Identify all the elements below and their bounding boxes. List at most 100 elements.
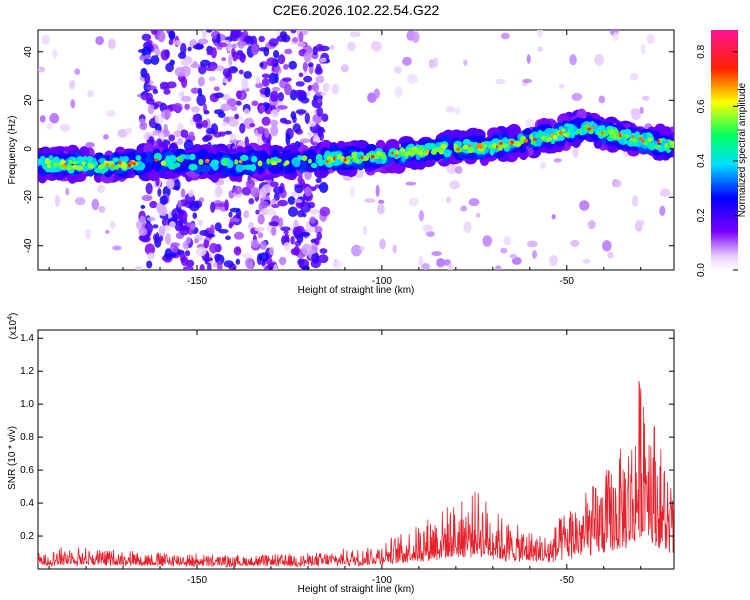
ridge-blob: [45, 160, 52, 164]
noise-blob: [157, 30, 166, 43]
noise-blob: [168, 134, 176, 142]
noise-blob: [202, 30, 207, 40]
ridge-blob: [613, 128, 619, 135]
noise-blob: [180, 60, 192, 66]
noise-blob: [166, 178, 175, 190]
noise-blob: [164, 110, 170, 121]
noise-blob: [91, 198, 100, 211]
ridge-blob: [592, 126, 596, 129]
spectrogram-panel: -150 -100 -50 -40 -20 0 20 40 Height of straigh…: [7, 29, 675, 296]
noise-blob: [309, 216, 316, 224]
noise-blob: [163, 123, 168, 134]
noise-blob: [169, 221, 176, 228]
noise-blob: [300, 201, 311, 213]
noise-blob: [270, 109, 280, 118]
ridge-blob: [391, 151, 394, 155]
noise-blob: [213, 86, 220, 92]
noise-blob: [294, 184, 304, 194]
noise-blob: [445, 105, 455, 113]
colorbar-tick-label: 0.2: [696, 208, 707, 222]
noise-blob: [193, 44, 204, 50]
noise-blob: [500, 247, 508, 254]
ridge-blob: [240, 154, 249, 161]
noise-blob: [176, 137, 184, 145]
ridge-blob: [235, 164, 244, 173]
noise-blob: [277, 91, 284, 102]
noise-blob: [179, 225, 190, 236]
noise-blob: [214, 222, 222, 232]
noise-blob: [201, 136, 210, 143]
ridge-blob: [518, 145, 527, 154]
noise-blob: [266, 57, 276, 67]
noise-blob: [251, 100, 259, 107]
noise-blob: [640, 43, 646, 55]
noise-blob: [134, 266, 142, 270]
noise-blob: [431, 251, 442, 256]
ridge-blob: [503, 143, 509, 148]
noise-blob: [145, 182, 153, 195]
noise-blob: [318, 126, 325, 132]
noise-blob: [264, 128, 270, 139]
noise-blob: [228, 54, 233, 66]
noise-blob: [311, 253, 319, 264]
noise-blob: [109, 220, 116, 230]
noise-blob: [159, 235, 164, 242]
noise-blob: [268, 221, 279, 227]
noise-blob: [188, 131, 195, 137]
noise-blob: [214, 92, 224, 99]
noise-blob: [454, 166, 463, 175]
noise-blob: [315, 177, 322, 184]
ridge-blob: [307, 158, 312, 164]
noise-blob: [225, 235, 231, 241]
noise-blob: [316, 231, 322, 241]
noise-blob: [559, 84, 565, 89]
noise-blob: [241, 186, 252, 196]
colorbar-tick-label: 0.8: [696, 44, 707, 58]
ridge-blob: [110, 164, 115, 168]
noise-blob: [287, 196, 296, 205]
noise-blob: [227, 46, 232, 52]
noise-blob: [139, 215, 146, 224]
ridge-blob: [127, 163, 131, 168]
noise-blob: [301, 265, 310, 270]
colorbar-tick-label: 0.4: [696, 154, 707, 168]
noise-blob: [209, 65, 216, 72]
ridge-blob: [647, 137, 653, 142]
noise-blob: [659, 205, 666, 216]
ridge-blob: [510, 140, 515, 144]
noise-blob: [446, 163, 458, 175]
noise-blob: [277, 105, 288, 110]
noise-blob: [236, 41, 248, 47]
noise-blob: [209, 242, 218, 254]
colorbar-tick-label: 0.0: [696, 263, 707, 277]
ridge-blob: [641, 139, 645, 143]
ridge-blob: [523, 139, 529, 143]
ridge-blob: [221, 165, 231, 176]
ridge-blob: [108, 160, 115, 165]
ridge-blob: [495, 145, 499, 149]
ridge-blob: [284, 164, 292, 174]
noise-blob: [375, 184, 380, 197]
noise-blob: [569, 54, 577, 66]
noise-blob: [318, 181, 329, 193]
ridge-blob: [206, 153, 216, 161]
ridge-blob: [477, 143, 482, 148]
noise-blob: [230, 105, 238, 112]
snr-ticks: -150 -100 -50 0.2 0.4 0.6 0.8 1.0 1.2 1.4: [20, 330, 674, 586]
noise-blob: [243, 35, 253, 45]
noise-blob: [379, 238, 386, 250]
noise-blob: [206, 233, 216, 238]
noise-blob: [421, 263, 430, 270]
ridge-blob: [129, 160, 134, 165]
noise-blob: [87, 90, 94, 98]
noise-blob: [231, 43, 237, 49]
noise-blob: [180, 129, 189, 138]
ridge-blob: [370, 155, 375, 159]
noise-blob: [321, 113, 329, 122]
noise-blob: [454, 107, 461, 115]
noise-blob: [607, 251, 614, 259]
ridge-blob: [99, 163, 106, 168]
noise-blob: [351, 244, 362, 257]
ridge-blob: [558, 130, 563, 136]
y-tick-label: 0.2: [20, 531, 34, 542]
